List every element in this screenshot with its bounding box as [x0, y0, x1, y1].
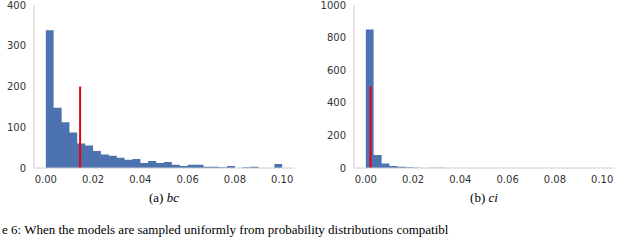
- svg-text:0.00: 0.00: [35, 174, 57, 185]
- html-text:(a) bc: (a) bc: [149, 190, 179, 205]
- svg-text:0.08: 0.08: [544, 174, 566, 185]
- svg-text:0.06: 0.06: [177, 174, 199, 185]
- svg-text:600: 600: [327, 65, 346, 76]
- svg-text:100: 100: [8, 122, 26, 133]
- svg-text:0.10: 0.10: [591, 174, 613, 185]
- svg-text:0.08: 0.08: [224, 174, 246, 185]
- svg-text:0: 0: [340, 163, 346, 174]
- svg-text:200: 200: [327, 130, 346, 141]
- svg-text:400: 400: [327, 97, 346, 108]
- svg-text:200: 200: [8, 81, 26, 92]
- svg-text:0.00: 0.00: [355, 174, 377, 185]
- svg-text:300: 300: [8, 40, 26, 51]
- svg-text:0.02: 0.02: [402, 174, 424, 185]
- svg-text:0.04: 0.04: [449, 174, 471, 185]
- svg-text:1000: 1000: [321, 0, 346, 11]
- svg-text:0.04: 0.04: [129, 174, 151, 185]
- svg-text:400: 400: [8, 0, 26, 11]
- svg-text:0.10: 0.10: [271, 174, 293, 185]
- html-text:(b) ci: (b) ci: [470, 190, 498, 205]
- html-text:e 6: When the models are sampl: e 6: When the models are sampled uniform…: [2, 222, 449, 237]
- svg-text:0.06: 0.06: [497, 174, 519, 185]
- svg-text:800: 800: [327, 32, 346, 43]
- svg-text:0: 0: [20, 163, 26, 174]
- svg-text:0.02: 0.02: [82, 174, 104, 185]
